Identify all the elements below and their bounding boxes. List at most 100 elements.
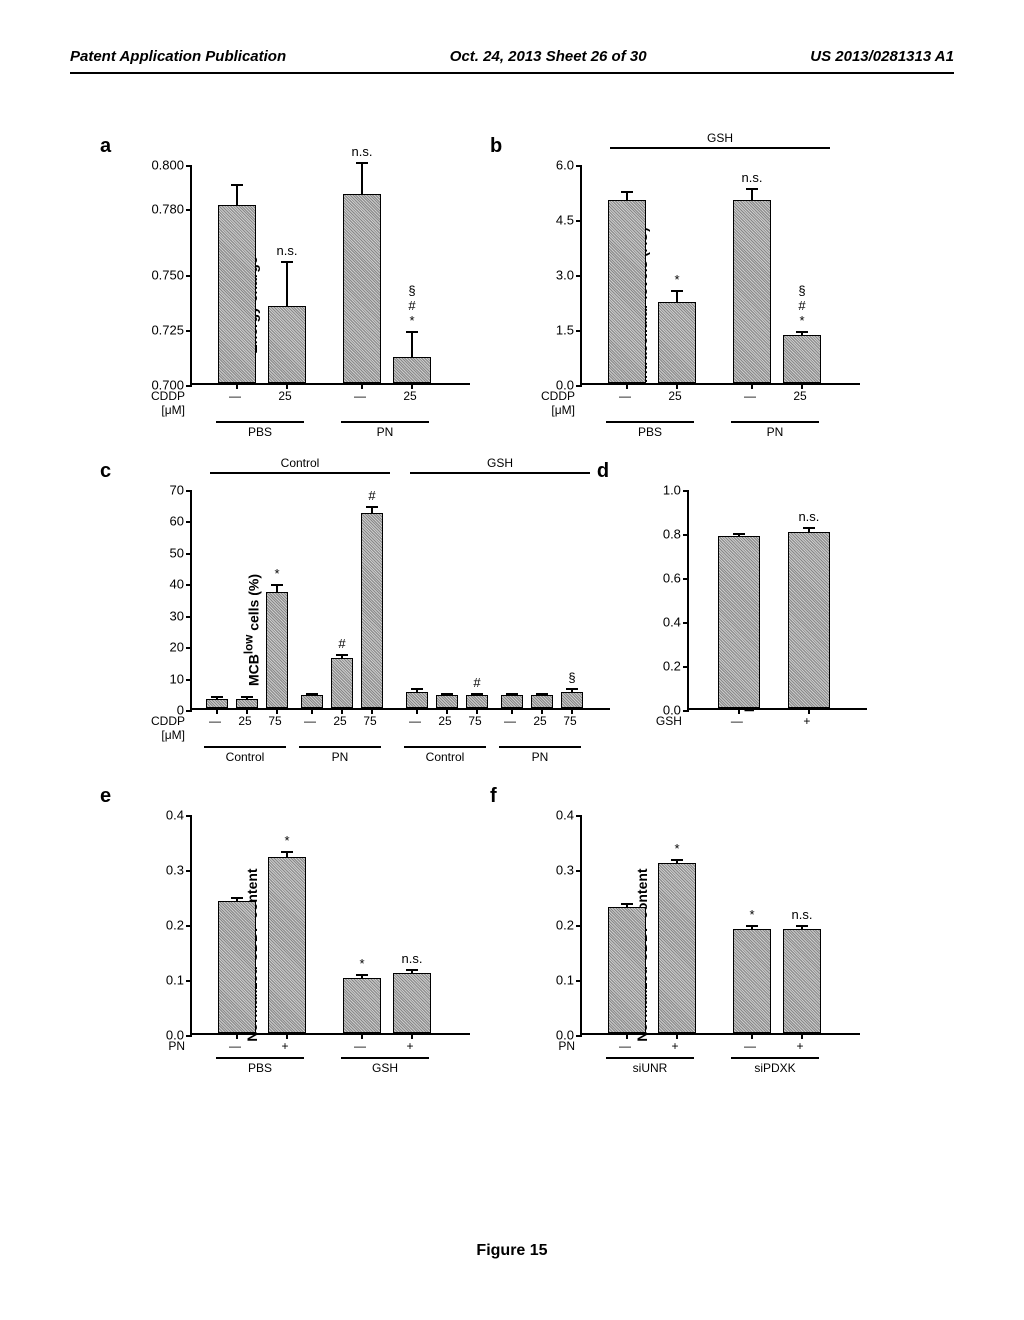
x-label: 25 xyxy=(668,389,681,403)
bar xyxy=(301,695,323,708)
y-tick-label: 0.4 xyxy=(663,615,689,630)
y-tick-label: 0.2 xyxy=(166,918,192,933)
page-header: Patent Application Publication Oct. 24, … xyxy=(0,48,1024,65)
y-tick-label: 0.750 xyxy=(151,268,192,283)
panel-a: aEnergy charge0.7000.7250.7500.7800.800n… xyxy=(130,140,500,445)
bar xyxy=(218,901,256,1033)
annotation: * xyxy=(274,566,279,581)
annotation: * xyxy=(674,841,679,856)
y-tick-label: 0.2 xyxy=(556,918,582,933)
x-label: 75 xyxy=(268,714,281,728)
annotation: n.s. xyxy=(352,144,373,159)
y-tick-label: 30 xyxy=(170,608,192,623)
y-tick-label: 0.4 xyxy=(166,808,192,823)
annotation: n.s. xyxy=(277,243,298,258)
x-label: 25 xyxy=(278,389,291,403)
annotation: * xyxy=(674,272,679,287)
bar xyxy=(608,200,646,383)
x-row-label: GSH xyxy=(656,714,687,728)
panel-b: bGSHIntracellular levels (AU)0.01.53.04.… xyxy=(520,140,890,445)
annotation: * xyxy=(284,833,289,848)
y-tick-label: 0.4 xyxy=(556,808,582,823)
x-label: — xyxy=(354,389,366,403)
group-label: siPDXK xyxy=(754,1061,795,1075)
x-label: — xyxy=(209,714,221,728)
group-label: Control xyxy=(226,750,265,764)
header-rule xyxy=(70,72,954,74)
panel-row: eNormalized CDDP content0.00.10.20.30.4*… xyxy=(130,790,890,1095)
y-tick-label: 0.3 xyxy=(556,863,582,878)
annotation: n.s. xyxy=(742,170,763,185)
bar xyxy=(733,200,771,383)
bar xyxy=(436,695,458,708)
bar xyxy=(393,357,431,383)
bar xyxy=(658,863,696,1034)
y-tick-label: 0.3 xyxy=(166,863,192,878)
y-tick-label: 0.1 xyxy=(556,973,582,988)
y-tick-label: 0.1 xyxy=(166,973,192,988)
group-label: PBS xyxy=(248,425,272,439)
x-label: 25 xyxy=(333,714,346,728)
x-row-label: [μM] xyxy=(551,403,580,417)
y-tick-label: 1.5 xyxy=(556,323,582,338)
bar xyxy=(268,857,306,1033)
x-label: + xyxy=(281,1039,288,1053)
x-row-label: [μM] xyxy=(161,403,190,417)
plot-area: 0.00.20.40.60.81.0n.s. xyxy=(687,490,867,710)
top-group-label: GSH xyxy=(487,456,513,470)
x-label: — xyxy=(304,714,316,728)
plot-area: 010203040506070*###§ xyxy=(190,490,610,710)
x-label: — xyxy=(731,714,743,728)
annotation: §#* xyxy=(798,283,805,328)
x-label: — xyxy=(744,1039,756,1053)
annotation: * xyxy=(359,956,364,971)
x-label: — xyxy=(409,714,421,728)
plot-area: 0.01.53.04.56.0*n.s.§#* xyxy=(580,165,860,385)
group-label: PN xyxy=(377,425,394,439)
panel-label: e xyxy=(100,785,111,808)
x-label: 25 xyxy=(438,714,451,728)
panel-label: d xyxy=(597,460,609,483)
panel-label: c xyxy=(100,460,111,483)
x-row-label: PN xyxy=(558,1039,580,1053)
bar xyxy=(268,306,306,383)
x-label: — xyxy=(744,389,756,403)
group-label: siUNR xyxy=(633,1061,668,1075)
annotation: n.s. xyxy=(402,951,423,966)
header-right: US 2013/0281313 A1 xyxy=(810,48,954,65)
group-label: GSH xyxy=(372,1061,398,1075)
bar xyxy=(718,536,760,708)
y-tick-label: 6.0 xyxy=(556,158,582,173)
annotation: # xyxy=(473,675,480,690)
panel-e: eNormalized CDDP content0.00.10.20.30.4*… xyxy=(130,790,500,1095)
y-tick-label: 3.0 xyxy=(556,268,582,283)
x-label: — xyxy=(619,389,631,403)
annotation: n.s. xyxy=(792,907,813,922)
bar xyxy=(561,692,583,708)
y-tick-label: 0.8 xyxy=(663,527,689,542)
y-tick-label: 40 xyxy=(170,577,192,592)
y-tick-label: 0.800 xyxy=(151,158,192,173)
x-label: — xyxy=(354,1039,366,1053)
y-tick-label: 10 xyxy=(170,671,192,686)
x-row-label: CDDP xyxy=(541,389,580,403)
panel-label: b xyxy=(490,135,502,158)
x-label: 25 xyxy=(533,714,546,728)
y-tick-label: 0.725 xyxy=(151,323,192,338)
x-label: 75 xyxy=(563,714,576,728)
y-tick-label: 1.0 xyxy=(663,483,689,498)
plot-area: 0.00.10.20.30.4**n.s. xyxy=(580,815,860,1035)
bar xyxy=(658,302,696,383)
annotation: * xyxy=(749,907,754,922)
bar xyxy=(783,929,821,1034)
annotation: # xyxy=(368,488,375,503)
annotation: §#* xyxy=(408,283,415,328)
annotation: n.s. xyxy=(798,509,819,524)
plot-area: 0.00.10.20.30.4**n.s. xyxy=(190,815,470,1035)
bar xyxy=(343,194,381,383)
y-tick-label: 60 xyxy=(170,514,192,529)
bar xyxy=(236,699,258,708)
header-center: Oct. 24, 2013 Sheet 26 of 30 xyxy=(450,48,647,65)
annotation: § xyxy=(568,670,575,685)
x-label: + xyxy=(671,1039,678,1053)
